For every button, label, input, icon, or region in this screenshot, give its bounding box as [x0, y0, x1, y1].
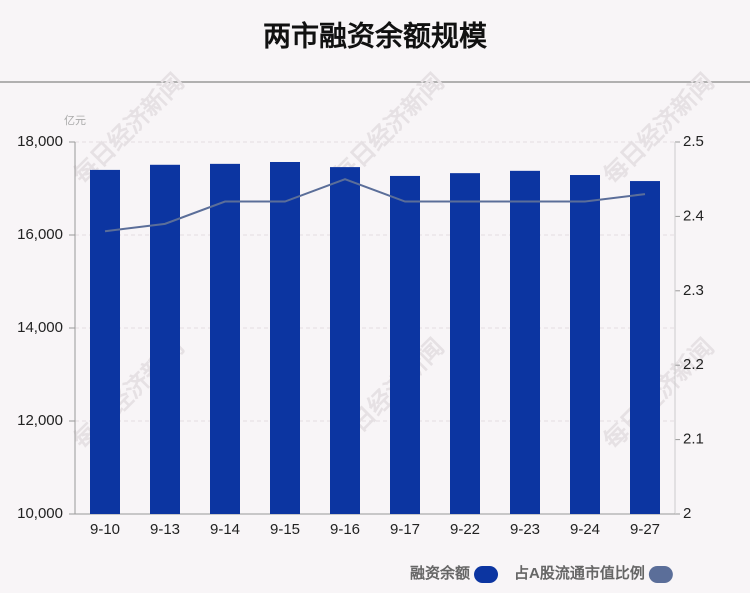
legend-label: 占A股流通市值比例 [514, 564, 645, 582]
x-tick-label: 9-22 [450, 521, 480, 538]
x-tick-label: 9-13 [150, 521, 180, 538]
bar [570, 175, 600, 514]
bar [210, 163, 240, 515]
x-tick-label: 9-10 [90, 521, 120, 538]
line [104, 178, 646, 233]
x-tick-label: 9-15 [270, 521, 300, 538]
bar [150, 164, 180, 514]
x-tick-label: 9-16 [330, 521, 360, 538]
bar [510, 170, 540, 514]
bar [270, 161, 300, 514]
bar [390, 175, 420, 514]
y2-tick-label: 2.5 [683, 133, 704, 150]
x-tick-label: 9-27 [630, 521, 660, 538]
y-unit: 亿元 [64, 114, 86, 127]
y2-tick-label: 2.3 [683, 282, 704, 299]
y2-tick-label: 2.4 [683, 207, 704, 224]
x-tick-label: 9-14 [210, 521, 240, 538]
chart-title: 两市融资余额规模 [263, 19, 488, 51]
bar [90, 169, 120, 514]
x-tick-label: 9-23 [510, 521, 540, 538]
y-tick-label: 10,000 [17, 505, 63, 522]
bar [450, 173, 480, 514]
bar [330, 167, 360, 515]
legend-swatch [648, 566, 673, 583]
bar [630, 181, 660, 514]
y2-tick-label: 2.2 [683, 356, 704, 373]
x-tick-label: 9-24 [570, 521, 600, 538]
x-tick-label: 9-17 [390, 521, 420, 538]
y2-tick-label: 2.1 [683, 431, 704, 448]
y-tick-label: 16,000 [17, 226, 63, 243]
y-tick-label: 18,000 [17, 133, 63, 150]
y2-tick-label: 2 [683, 505, 691, 522]
y-tick-label: 14,000 [17, 319, 63, 336]
y-tick-label: 12,000 [17, 412, 63, 429]
legend-swatch [474, 566, 499, 583]
legend-label: 融资余额 [410, 564, 470, 582]
